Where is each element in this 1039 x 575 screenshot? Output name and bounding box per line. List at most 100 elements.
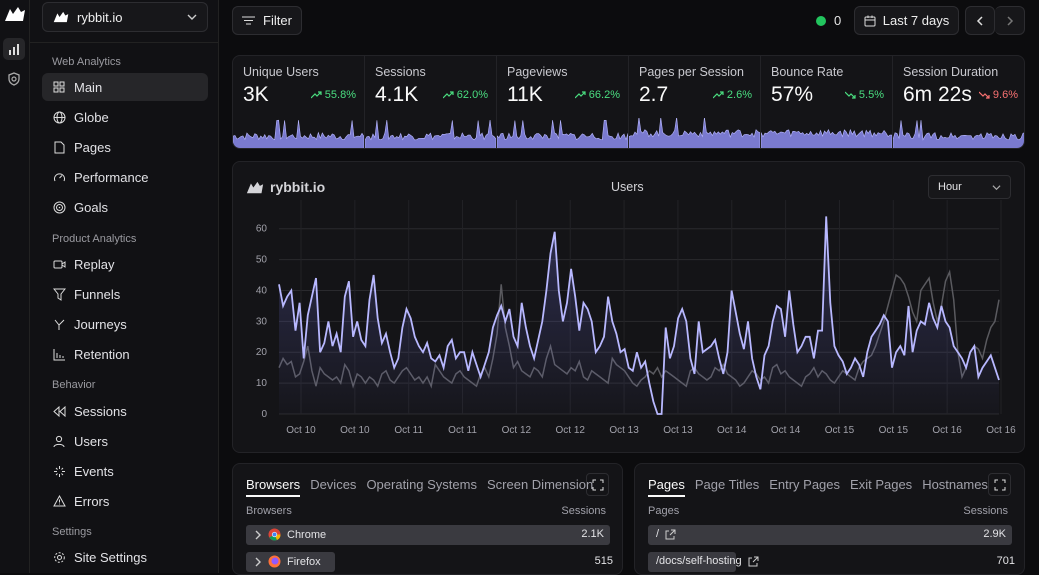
sidebar-item-performance[interactable]: Performance [42, 163, 208, 191]
y-tick-label: 30 [256, 316, 268, 327]
chart-brand-label: rybbit.io [270, 179, 326, 195]
sidebar-item-label: Sessions [74, 403, 127, 419]
stat-value: 6m 22s [903, 83, 972, 106]
external-link-icon[interactable] [665, 529, 676, 540]
tab-entry-pages[interactable]: Entry Pages [769, 477, 841, 492]
stat-change: 2.6% [712, 89, 752, 101]
stat-pages-per-session[interactable]: Pages per Session 2.7 2.6% [629, 56, 761, 148]
sidebar-item-goals[interactable]: Goals [42, 193, 208, 221]
sidebar-item-label: Journeys [74, 316, 127, 332]
section-product-analytics: Product Analytics [52, 233, 137, 245]
stat-change-value: 2.6% [726, 89, 752, 101]
sidebar-item-globe[interactable]: Globe [42, 103, 208, 131]
sparkline [233, 119, 364, 148]
app-rail [0, 0, 30, 573]
bar-chart-icon [52, 347, 66, 361]
trend-up-icon [574, 91, 586, 99]
column-header-sessions: Sessions [561, 505, 606, 517]
filter-label: Filter [263, 13, 292, 28]
file-icon [52, 140, 66, 154]
expand-button[interactable] [988, 473, 1011, 496]
pages-tabs: Pages Page Titles Entry Pages Exit Pages Hos… [648, 477, 988, 497]
row-label: Firefox [254, 555, 321, 568]
sidebar-item-journeys[interactable]: Journeys [42, 310, 208, 338]
sidebar-item-funnels[interactable]: Funnels [42, 280, 208, 308]
granularity-select[interactable]: Hour [928, 175, 1011, 199]
list-item[interactable]: Firefox 515 [246, 552, 613, 572]
row-value: 2.1K [581, 528, 604, 540]
x-tick-label: Oct 16 [986, 425, 1016, 436]
pages-panel: Pages Page Titles Entry Pages Exit Pages Hos… [634, 463, 1025, 575]
chevron-right-icon[interactable] [254, 557, 262, 567]
video-icon [52, 257, 66, 271]
sparkle-icon [52, 464, 66, 478]
series-line [278, 216, 1000, 415]
granularity-value: Hour [938, 181, 962, 193]
gear-icon [52, 550, 66, 564]
sidebar-item-label: Site Settings [74, 549, 147, 565]
sparkline [629, 118, 760, 148]
section-behavior: Behavior [52, 379, 96, 391]
sidebar-item-main[interactable]: Main [42, 73, 208, 101]
row-label: / [656, 528, 676, 540]
list-item[interactable]: /docs/self-hosting 701 [648, 552, 1015, 572]
tab-hostnames[interactable]: Hostnames [922, 477, 988, 492]
stats-overview: Unique Users 3K 55.8% Sessions 4.1K 62.0% Page… [232, 55, 1025, 149]
list-item[interactable]: / 2.9K [648, 525, 1012, 545]
sidebar-item-label: Goals [74, 199, 108, 215]
analytics-icon[interactable] [3, 38, 25, 60]
sidebar-item-errors[interactable]: Errors [42, 487, 208, 515]
stat-bounce-rate[interactable]: Bounce Rate 57% 5.5% [761, 56, 893, 148]
x-tick-label: Oct 11 [448, 425, 477, 436]
trend-down-icon [844, 91, 856, 99]
stat-change: 9.6% [978, 89, 1018, 101]
chevron-right-icon[interactable] [254, 530, 262, 540]
funnel-icon [52, 287, 66, 301]
filter-button[interactable]: Filter [232, 6, 302, 35]
stat-change: 55.8% [310, 89, 356, 101]
globe-icon [52, 110, 66, 124]
sidebar-item-retention[interactable]: Retention [42, 340, 208, 368]
sidebar-item-users[interactable]: Users [42, 427, 208, 455]
sidebar-item-events[interactable]: Events [42, 457, 208, 485]
gauge-icon [52, 170, 66, 184]
sidebar-item-sessions[interactable]: Sessions [42, 397, 208, 425]
stat-value: 57% [771, 83, 814, 106]
previous-period-button[interactable] [965, 6, 995, 35]
rybbit-logo[interactable] [4, 6, 26, 22]
y-tick-label: 60 [256, 224, 268, 235]
firefox-icon [268, 555, 281, 568]
sidebar-item-pages[interactable]: Pages [42, 133, 208, 161]
sidebar-item-site-settings[interactable]: Site Settings [42, 543, 208, 571]
grid-icon [52, 80, 66, 94]
external-link-icon[interactable] [748, 556, 759, 567]
users-line-chart[interactable]: 0 10 20 30 40 50 60 Oct 10 Oct 10 Oct 11 Oct 11 Oct… [233, 162, 1024, 452]
stat-unique-users[interactable]: Unique Users 3K 55.8% [233, 56, 365, 148]
sidebar-item-replay[interactable]: Replay [42, 250, 208, 278]
stat-pageviews[interactable]: Pageviews 11K 66.2% [497, 56, 629, 148]
stat-sessions[interactable]: Sessions 4.1K 62.0% [365, 56, 497, 148]
list-item[interactable]: Chrome 2.1K [246, 525, 610, 545]
sidebar-item-label: Pages [74, 139, 111, 155]
stat-session-duration[interactable]: Session Duration 6m 22s 9.6% [893, 56, 1024, 148]
tab-devices[interactable]: Devices [310, 477, 357, 492]
tab-browsers[interactable]: Browsers [246, 477, 301, 497]
tab-operating-systems[interactable]: Operating Systems [366, 477, 477, 492]
tab-page-titles[interactable]: Page Titles [694, 477, 760, 492]
trend-up-icon [310, 91, 322, 99]
chrome-icon [268, 528, 281, 541]
site-selector[interactable]: rybbit.io [42, 2, 208, 32]
shield-icon[interactable] [3, 68, 25, 90]
tab-pages[interactable]: Pages [648, 477, 685, 497]
rybbit-logo-icon [246, 181, 264, 193]
tab-exit-pages[interactable]: Exit Pages [850, 477, 913, 492]
trend-down-icon [978, 91, 990, 99]
stat-change: 62.0% [442, 89, 488, 101]
value-bar [246, 552, 336, 572]
date-range-button[interactable]: Last 7 days [854, 6, 959, 35]
next-period-button[interactable] [995, 6, 1025, 35]
y-tick-label: 20 [256, 347, 268, 358]
tab-screen-dimension[interactable]: Screen Dimension [486, 477, 594, 492]
site-name: rybbit.io [77, 9, 123, 25]
expand-button[interactable] [586, 473, 609, 496]
